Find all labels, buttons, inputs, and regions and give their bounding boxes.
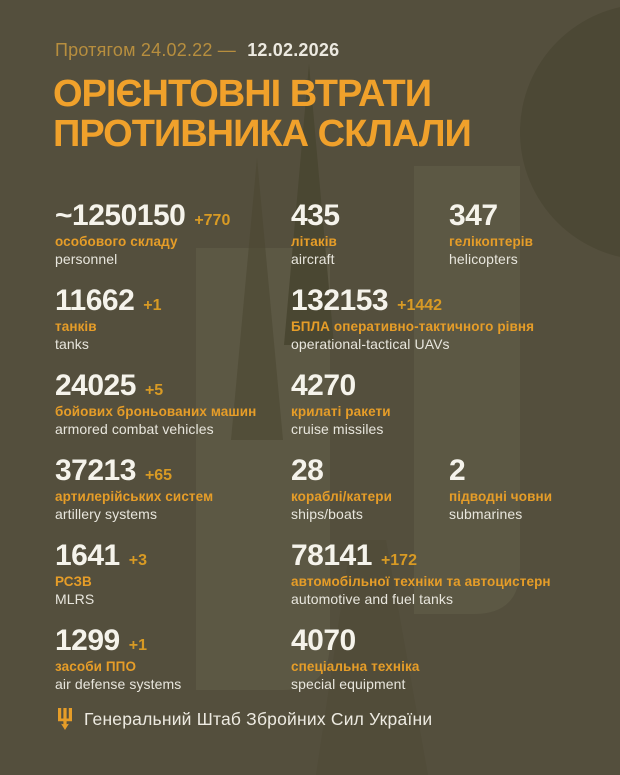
- stat-special-equipment: 4070 спеціальна техніка special equipmen…: [291, 624, 420, 693]
- stat-label-en: artillery systems: [55, 506, 158, 522]
- stat-delta: +172: [380, 552, 417, 569]
- tryzub-icon: [58, 708, 72, 730]
- stat-personnel: ~1250150 +770 особового складу personnel: [55, 199, 231, 268]
- stat-label-uk: крилаті ракети: [291, 404, 391, 419]
- period-range: Протягом 24.02.22 — 12.02.2026: [55, 40, 339, 61]
- stat-delta: +65: [144, 467, 173, 484]
- stat-label-uk: спеціальна техніка: [291, 659, 420, 674]
- stat-label-en: cruise missiles: [291, 421, 384, 437]
- footer-org-name: Генеральний Штаб Збройних Сил України: [84, 708, 433, 729]
- stat-value: 78141: [291, 539, 372, 572]
- stat-label-uk: артилерійських систем: [55, 489, 214, 504]
- stat-delta: +3: [128, 552, 147, 569]
- stat-value: 1299: [55, 624, 120, 657]
- stat-ships: 28 кораблі/катери ships/boats: [291, 454, 392, 523]
- stat-value: 132153: [291, 284, 389, 317]
- stat-submarines: 2 підводні човни submarines: [449, 454, 553, 523]
- stat-tanks: 11662 +1 танків tanks: [55, 284, 162, 353]
- stat-armored-vehicles: 24025 +5 бойових броньованих машин armore…: [55, 369, 257, 438]
- stat-label-uk: РСЗВ: [55, 574, 92, 589]
- stat-artillery: 37213 +65 артилерійських систем artillery…: [55, 454, 214, 523]
- stat-air-defense: 1299 +1 засоби ППО air defense systems: [55, 624, 182, 693]
- footer: Генеральний Штаб Збройних Сил України: [57, 708, 432, 730]
- stat-label-uk: гелікоптерів: [449, 234, 534, 249]
- stat-label-en: armored combat vehicles: [55, 421, 214, 437]
- stat-label-uk: засоби ППО: [55, 659, 137, 674]
- stat-value: 435: [291, 199, 340, 232]
- stat-delta: +1: [128, 637, 147, 654]
- stat-value: ~1250150: [55, 199, 186, 232]
- period-prefix: Протягом 24.02.22 —: [55, 40, 236, 60]
- stat-helicopters: 347 гелікоптерів helicopters: [449, 199, 534, 268]
- stat-label-en: air defense systems: [55, 676, 182, 692]
- stat-value: 4270: [291, 369, 356, 402]
- stat-label-uk: автомобільної техніки та автоцистерн: [291, 574, 551, 589]
- stat-label-en: tanks: [55, 336, 89, 352]
- stat-label-uk: БПЛА оперативно-тактичного рівня: [291, 319, 535, 334]
- stat-label-uk: танків: [55, 319, 97, 334]
- stat-label-en: submarines: [449, 506, 523, 522]
- stat-value: 28: [291, 454, 324, 487]
- stat-value: 4070: [291, 624, 356, 657]
- stat-automotive: 78141 +172 автомобільної техніки та автоц…: [291, 539, 551, 608]
- page-title-line1: ОРІЄНТОВНІ ВТРАТИ: [53, 73, 432, 115]
- stat-label-uk: кораблі/катери: [291, 489, 392, 504]
- stat-value: 2: [449, 454, 466, 487]
- stat-value: 37213: [55, 454, 136, 487]
- page-title-line2: ПРОТИВНИКА СКЛАЛИ: [53, 113, 472, 155]
- stat-delta: +5: [144, 382, 164, 399]
- stat-label-en: helicopters: [449, 251, 518, 267]
- stat-uavs: 132153 +1442 БПЛА оперативно-тактичного р…: [291, 284, 535, 353]
- stat-delta: +1: [143, 297, 162, 314]
- stat-value: 11662: [55, 284, 135, 317]
- stat-label-en: operational-tactical UAVs: [291, 336, 450, 352]
- stat-delta: +1442: [397, 297, 443, 314]
- stat-label-uk: літаків: [291, 234, 337, 249]
- stat-value: 1641: [55, 539, 120, 572]
- stat-label-en: personnel: [55, 251, 118, 267]
- stat-label-en: aircraft: [291, 251, 335, 267]
- stat-aircraft: 435 літаків aircraft: [291, 199, 340, 268]
- stat-value: 24025: [55, 369, 136, 402]
- page-title: ОРІЄНТОВНІ ВТРАТИ ПРОТИВНИКА СКЛАЛИ: [53, 73, 472, 155]
- stat-mlrs: 1641 +3 РСЗВ MLRS: [55, 539, 147, 608]
- stat-delta: +770: [194, 212, 231, 229]
- stat-label-uk: бойових броньованих машин: [55, 404, 257, 419]
- stat-cruise-missiles: 4270 крилаті ракети cruise missiles: [291, 369, 391, 438]
- period-end-date: 12.02.2026: [247, 40, 340, 60]
- stat-label-en: MLRS: [55, 591, 95, 607]
- stat-label-en: automotive and fuel tanks: [291, 591, 454, 607]
- stat-label-en: ships/boats: [291, 506, 363, 522]
- stat-value: 347: [449, 199, 498, 232]
- stat-label-uk: підводні човни: [449, 489, 553, 504]
- stat-label-uk: особового складу: [55, 234, 178, 249]
- stat-label-en: special equipment: [291, 676, 406, 692]
